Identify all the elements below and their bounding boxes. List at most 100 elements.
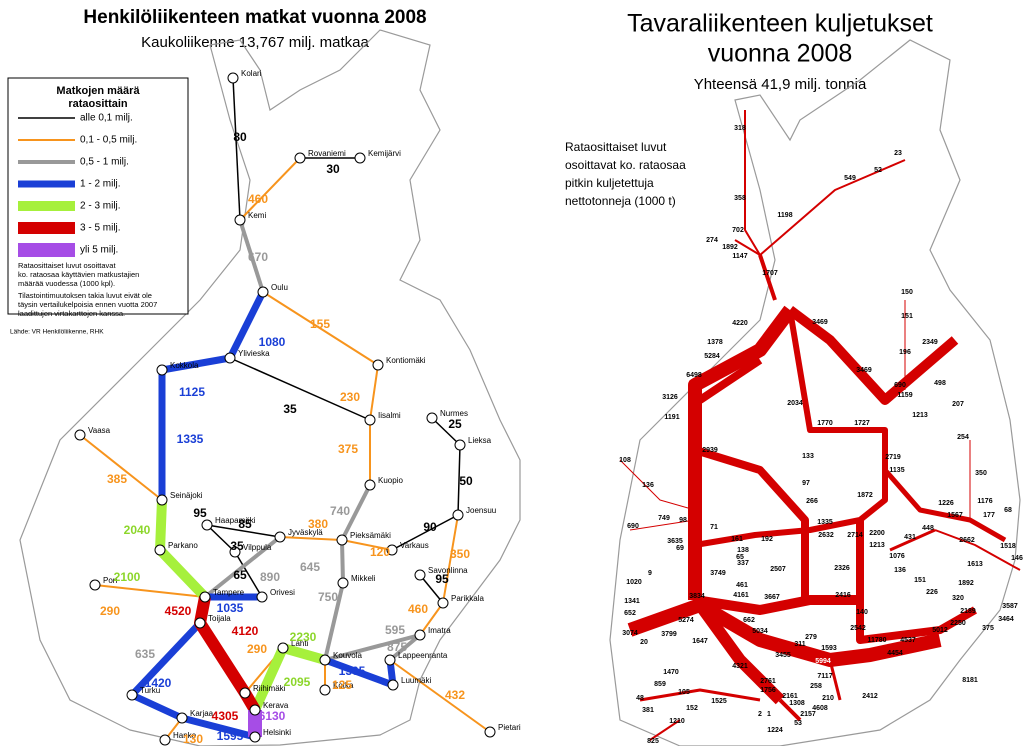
freight-value: 4220 xyxy=(732,320,748,327)
station xyxy=(387,679,399,691)
freight-value: 2714 xyxy=(847,532,863,539)
freight-value: 431 xyxy=(904,534,916,541)
freight-value: 2662 xyxy=(959,537,975,544)
right-note: osoittavat ko. rataosaa xyxy=(565,158,686,172)
city-label: Oulu xyxy=(271,283,288,292)
rail-line xyxy=(79,434,163,501)
freight-value: 3749 xyxy=(710,570,726,577)
traffic-value: 2100 xyxy=(114,570,141,584)
freight-value: 652 xyxy=(624,610,636,617)
city-label: Kerava xyxy=(263,701,289,710)
traffic-value: 645 xyxy=(300,560,320,574)
freight-value: 2542 xyxy=(850,625,866,632)
right-title: Tavaraliikenteen kuljetukset xyxy=(627,10,933,38)
station xyxy=(239,687,251,699)
freight-value: 4454 xyxy=(887,650,903,657)
freight-value: 825 xyxy=(647,738,659,745)
freight-value: 2632 xyxy=(818,532,834,539)
freight-line xyxy=(697,356,763,404)
freight-value: 1213 xyxy=(869,542,885,549)
freight-value: 210 xyxy=(822,695,834,702)
station xyxy=(199,591,211,603)
rail-line xyxy=(431,417,461,516)
freight-value: 1147 xyxy=(732,253,747,260)
station xyxy=(454,439,466,451)
legend-label: 3 - 5 milj. xyxy=(80,223,121,234)
station xyxy=(227,72,239,84)
freight-value: 1892 xyxy=(722,244,738,251)
city-label: Parkano xyxy=(168,541,198,550)
freight-value: 98 xyxy=(679,517,687,524)
station xyxy=(201,519,213,531)
freight-value: 1341 xyxy=(624,598,640,605)
rail-line xyxy=(229,357,371,421)
freight-value: 2200 xyxy=(869,530,885,537)
freight-value: 1707 xyxy=(762,270,778,277)
freight-value: 1 xyxy=(767,711,771,718)
station xyxy=(372,359,384,371)
rail-line xyxy=(281,643,327,665)
station xyxy=(277,642,289,654)
city-label: Lappeenranta xyxy=(398,651,448,660)
freight-value: 859 xyxy=(654,681,666,688)
freight-value: 3587 xyxy=(1002,603,1018,610)
freight-value: 3455 xyxy=(775,652,791,659)
freight-value: 274 xyxy=(706,237,718,244)
rail-line xyxy=(94,584,206,598)
rail-line xyxy=(232,77,241,221)
freight-line xyxy=(787,309,888,470)
traffic-value: 4120 xyxy=(232,624,259,638)
freight-value: 192 xyxy=(761,536,773,543)
rail-line xyxy=(262,291,379,485)
traffic-value: 750 xyxy=(318,590,338,604)
city-label: Nurmes xyxy=(440,409,468,418)
station xyxy=(176,712,188,724)
traffic-value: 130 xyxy=(183,732,203,746)
freight-value: 1210 xyxy=(669,718,685,725)
freight-value: 151 xyxy=(914,577,926,584)
city-label: Savonlinna xyxy=(428,566,468,575)
right-note: pitkin kuljetettuja xyxy=(565,176,654,190)
legend-label: 0,5 - 1 milj. xyxy=(80,157,129,168)
legend-label: 0,1 - 0,5 milj. xyxy=(80,135,137,146)
freight-value: 1892 xyxy=(958,580,974,587)
city-label: Kemi xyxy=(248,211,266,220)
left-subtitle: Kaukoliikenne 13,767 milj. matkaa xyxy=(141,34,369,51)
traffic-value: 350 xyxy=(450,547,470,561)
right-subtitle: Yhteensä 41,9 milj. tonnia xyxy=(694,76,867,93)
freight-value: 337 xyxy=(737,560,749,567)
freight-value: 3635 xyxy=(667,538,683,545)
station xyxy=(194,617,206,629)
freight-line xyxy=(889,528,936,552)
rail-line xyxy=(238,219,265,293)
freight-value: 1756 xyxy=(760,687,776,694)
traffic-value: 35 xyxy=(230,539,244,553)
freight-value: 2326 xyxy=(834,565,850,572)
station xyxy=(426,412,438,424)
station xyxy=(386,544,398,556)
city-label: Tampere xyxy=(213,588,245,597)
legend-label: yli 5 milj. xyxy=(80,245,118,256)
freight-line xyxy=(744,110,761,256)
freight-value: 381 xyxy=(642,707,654,714)
traffic-value: 6130 xyxy=(259,709,286,723)
rail-line xyxy=(323,484,372,661)
freight-line xyxy=(694,470,888,548)
freight-value: 5034 xyxy=(752,628,768,635)
freight-value: 2939 xyxy=(702,447,718,454)
freight-value: 3799 xyxy=(661,631,677,638)
station xyxy=(229,546,241,558)
freight-line xyxy=(934,529,1021,571)
country-outline xyxy=(19,29,1021,746)
city-label: Toijala xyxy=(208,614,231,623)
traffic-value: 290 xyxy=(247,642,267,656)
station xyxy=(336,534,348,546)
city-label: Karjaa xyxy=(190,709,214,718)
freight-value: 7117 xyxy=(817,673,832,680)
city-label: Kouvola xyxy=(333,651,362,660)
freight-value: 448 xyxy=(922,525,934,532)
freight-value: 1176 xyxy=(977,498,992,505)
city-label: Kolari xyxy=(241,69,262,78)
freight-value: 549 xyxy=(844,175,856,182)
